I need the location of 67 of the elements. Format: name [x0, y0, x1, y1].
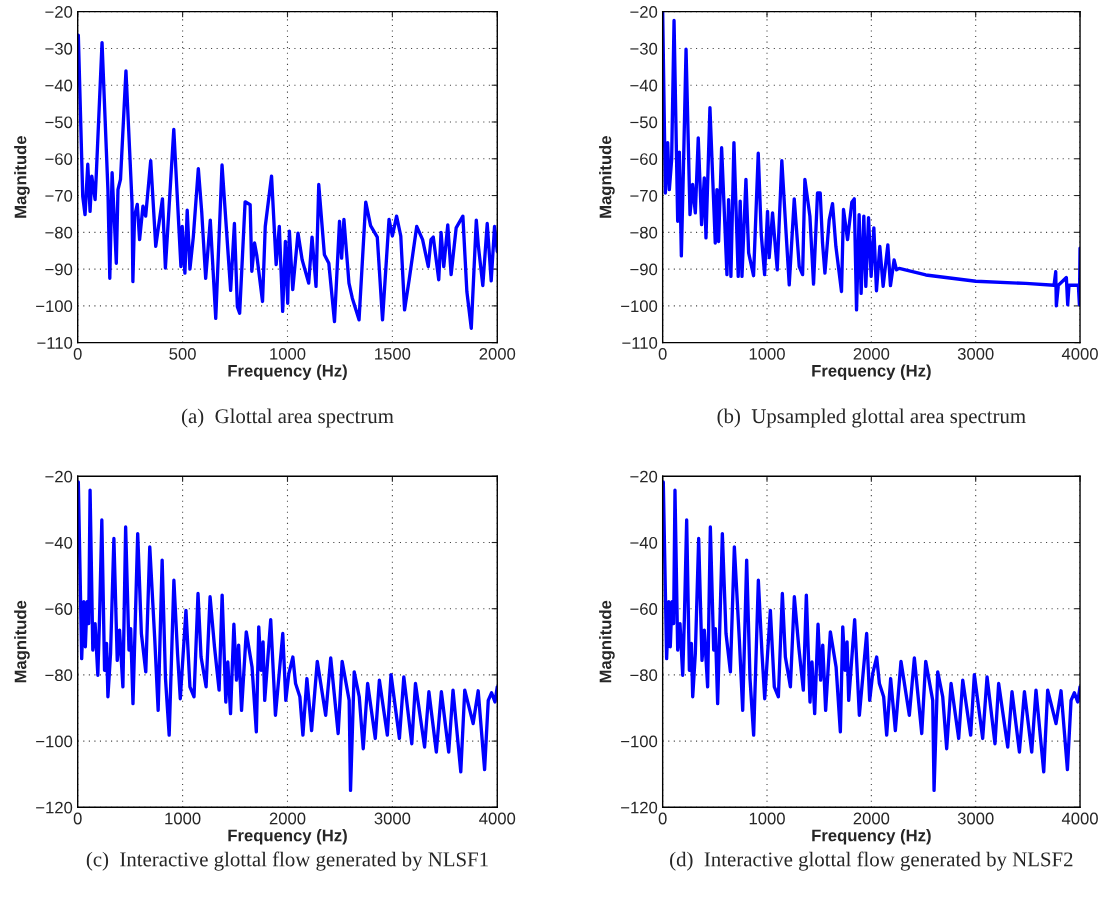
- x-axis-title: Frequency (Hz): [812, 364, 931, 380]
- y-tick-label: −50: [630, 116, 658, 129]
- x-tick-label: 2000: [853, 347, 890, 360]
- y-tick-label: −110: [622, 337, 658, 349]
- y-tick-label: −20: [45, 6, 73, 18]
- y-tick-label: −20: [45, 470, 73, 483]
- y-tick-label: −40: [630, 79, 658, 92]
- x-tick-label: 2000: [269, 812, 306, 825]
- x-tick-label: 0: [73, 812, 82, 825]
- y-tick-label: −100: [621, 300, 658, 313]
- x-tick-label: 1500: [375, 347, 411, 360]
- y-axis-title: Magnitude: [14, 136, 30, 218]
- y-tick-label: −70: [45, 189, 73, 202]
- y-tick-label: −30: [45, 42, 73, 55]
- x-tick-label: 3000: [957, 812, 994, 825]
- line-series: [77, 33, 498, 330]
- x-tick-label: 0: [73, 347, 82, 360]
- y-tick-label: −100: [621, 735, 658, 748]
- x-axis-title: Frequency (Hz): [812, 829, 931, 845]
- x-tick-label: 0: [658, 812, 667, 825]
- y-tick-label: −70: [630, 189, 658, 202]
- x-tick-label: 500: [169, 347, 196, 360]
- y-tick-label: −20: [630, 470, 658, 483]
- y-tick-label: −60: [45, 153, 73, 165]
- x-tick-label: 2000: [853, 812, 890, 825]
- y-tick-label: −80: [45, 669, 73, 682]
- x-tick-label: 1000: [165, 812, 201, 825]
- x-tick-label: 0: [658, 347, 667, 360]
- text: (a) Glottal area spectrum: [181, 408, 394, 428]
- x-tick-label: 4000: [1061, 812, 1098, 825]
- line-series: [662, 480, 1081, 793]
- y-tick-label: −40: [45, 536, 73, 549]
- y-tick-label: −100: [36, 300, 73, 313]
- x-tick-label: 1000: [749, 812, 785, 825]
- x-tick-label: 4000: [479, 812, 516, 825]
- y-axis-title: Magnitude: [599, 600, 615, 683]
- line-series: [77, 480, 498, 793]
- x-tick-label: 2000: [479, 347, 516, 360]
- y-tick-label: −80: [630, 669, 658, 682]
- x-tick-label: 3000: [957, 347, 994, 360]
- y-tick-label: −100: [36, 735, 73, 748]
- text: (c) Interactive glottal flow generated by NLSF1: [86, 851, 488, 871]
- y-tick-label: −90: [45, 263, 73, 276]
- y-tick-label: −90: [630, 263, 658, 276]
- x-tick-label: 1000: [270, 347, 306, 360]
- y-tick-label: −60: [630, 603, 658, 615]
- x-tick-label: 4000: [1061, 347, 1098, 360]
- y-tick-label: −20: [630, 6, 658, 18]
- x-axis-title: Frequency (Hz): [228, 364, 347, 380]
- y-tick-label: −80: [630, 226, 658, 239]
- y-tick-label: −110: [37, 337, 73, 349]
- y-tick-label: −60: [630, 153, 658, 165]
- x-axis-title: Frequency (Hz): [228, 829, 347, 845]
- text: (b) Upsampled glottal area spectrum: [717, 408, 1026, 428]
- x-tick-label: 1000: [749, 347, 785, 360]
- x-tick-label: 3000: [374, 812, 411, 825]
- y-tick-label: −30: [630, 42, 658, 55]
- y-axis-title: Magnitude: [14, 600, 30, 683]
- y-tick-label: −40: [45, 79, 73, 92]
- y-tick-label: −80: [45, 226, 73, 239]
- y-tick-label: −50: [45, 116, 73, 129]
- y-tick-label: −60: [45, 603, 73, 615]
- y-tick-label: −40: [630, 536, 658, 549]
- y-tick-label: −120: [621, 801, 658, 814]
- text: (d) Interactive glottal flow generated by NLSF2: [670, 851, 1073, 871]
- y-axis-title: Magnitude: [599, 136, 615, 218]
- y-tick-label: −120: [36, 801, 73, 814]
